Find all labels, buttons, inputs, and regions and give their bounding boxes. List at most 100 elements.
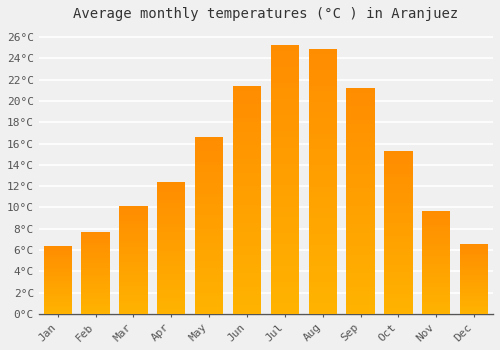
Bar xyxy=(270,83,299,89)
Bar xyxy=(308,218,337,224)
Bar xyxy=(422,244,450,246)
Bar xyxy=(308,272,337,277)
Bar xyxy=(270,309,299,314)
Bar xyxy=(119,293,148,295)
Bar xyxy=(460,293,488,294)
Bar xyxy=(233,287,261,291)
Bar xyxy=(82,270,110,271)
Bar xyxy=(233,209,261,214)
Bar xyxy=(346,300,375,305)
Bar xyxy=(233,305,261,309)
Bar xyxy=(270,51,299,56)
Bar xyxy=(157,224,186,227)
Bar xyxy=(157,222,186,224)
Bar xyxy=(44,257,72,258)
Bar xyxy=(346,160,375,165)
Bar xyxy=(346,278,375,282)
Bar xyxy=(308,261,337,266)
Bar xyxy=(384,164,412,167)
Bar xyxy=(44,253,72,254)
Bar xyxy=(82,293,110,294)
Bar xyxy=(44,273,72,274)
Bar xyxy=(460,310,488,311)
Bar xyxy=(195,275,224,279)
Bar xyxy=(270,223,299,228)
Bar xyxy=(44,265,72,266)
Bar xyxy=(384,285,412,288)
Bar xyxy=(384,151,412,154)
Bar xyxy=(308,144,337,149)
Bar xyxy=(308,118,337,123)
Bar xyxy=(270,62,299,67)
Bar xyxy=(270,271,299,277)
Bar xyxy=(422,227,450,229)
Bar xyxy=(44,294,72,295)
Bar xyxy=(195,289,224,293)
Bar xyxy=(82,240,110,242)
Bar xyxy=(82,286,110,288)
Bar xyxy=(384,262,412,265)
Bar xyxy=(422,277,450,279)
Bar xyxy=(308,107,337,112)
Bar xyxy=(233,255,261,259)
Bar xyxy=(233,159,261,163)
Bar xyxy=(308,240,337,245)
Bar xyxy=(119,258,148,260)
Bar xyxy=(384,278,412,281)
Bar xyxy=(460,246,488,248)
Bar xyxy=(384,239,412,242)
Bar xyxy=(157,211,186,213)
Bar xyxy=(460,271,488,272)
Bar xyxy=(157,248,186,251)
Bar xyxy=(460,279,488,280)
Bar xyxy=(157,298,186,301)
Bar xyxy=(422,219,450,221)
Bar xyxy=(157,295,186,298)
Bar xyxy=(157,272,186,274)
Bar xyxy=(195,151,224,155)
Bar xyxy=(119,260,148,262)
Bar xyxy=(346,93,375,97)
Bar xyxy=(460,273,488,275)
Bar xyxy=(82,288,110,289)
Bar xyxy=(346,129,375,133)
Bar xyxy=(460,256,488,258)
Bar xyxy=(44,298,72,299)
Bar xyxy=(44,248,72,250)
Bar xyxy=(233,282,261,287)
Bar xyxy=(384,311,412,314)
Bar xyxy=(157,306,186,309)
Bar xyxy=(308,213,337,218)
Bar xyxy=(233,173,261,177)
Bar xyxy=(119,297,148,299)
Bar xyxy=(44,310,72,311)
Bar xyxy=(157,288,186,290)
Bar xyxy=(422,231,450,233)
Bar xyxy=(346,138,375,142)
Bar xyxy=(119,256,148,258)
Bar xyxy=(157,269,186,272)
Bar xyxy=(44,251,72,253)
Bar xyxy=(346,215,375,219)
Bar xyxy=(195,169,224,173)
Bar xyxy=(384,246,412,249)
Bar xyxy=(422,213,450,215)
Bar xyxy=(384,200,412,203)
Bar xyxy=(346,197,375,201)
Bar xyxy=(44,262,72,264)
Bar xyxy=(346,246,375,251)
Bar xyxy=(346,292,375,296)
Bar xyxy=(346,255,375,260)
Bar xyxy=(422,229,450,231)
Bar xyxy=(119,312,148,314)
Bar xyxy=(82,268,110,270)
Bar xyxy=(270,250,299,255)
Bar xyxy=(82,289,110,291)
Bar xyxy=(460,297,488,299)
Bar xyxy=(422,262,450,264)
Bar xyxy=(346,251,375,255)
Bar xyxy=(157,195,186,198)
Bar xyxy=(195,296,224,300)
Bar xyxy=(195,282,224,286)
Bar xyxy=(119,310,148,312)
